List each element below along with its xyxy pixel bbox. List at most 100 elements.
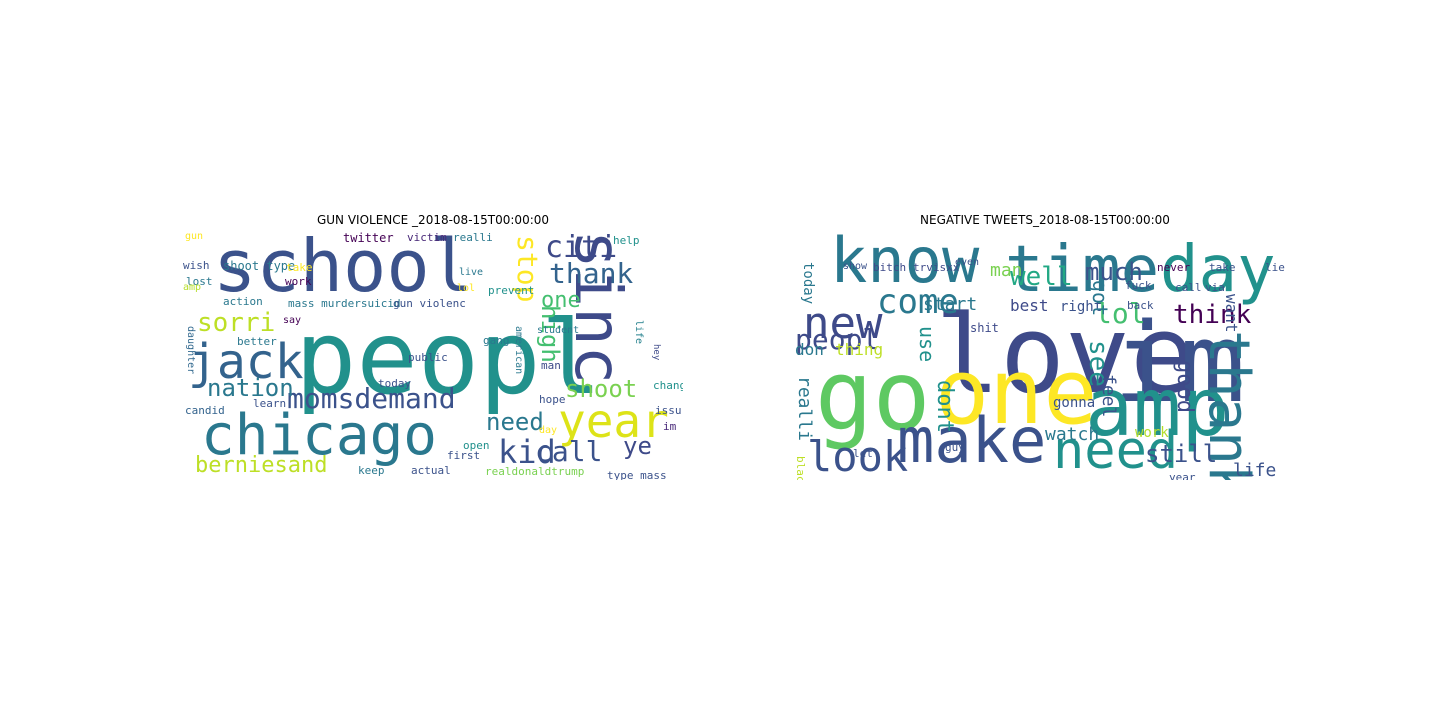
word: victim bbox=[407, 231, 447, 244]
word: work bbox=[285, 275, 312, 288]
word: fuck bbox=[1125, 279, 1152, 292]
word: student bbox=[537, 325, 580, 336]
word: first bbox=[447, 449, 481, 462]
word: type mass bbox=[607, 469, 667, 480]
word: year bbox=[1169, 471, 1196, 480]
word: berniesand bbox=[195, 453, 328, 478]
word: im bbox=[1113, 299, 1246, 427]
word: love bbox=[935, 293, 1196, 418]
word: day bbox=[1160, 233, 1276, 307]
word: keep bbox=[358, 464, 385, 477]
word: kid bbox=[498, 433, 556, 471]
word: ye bbox=[623, 432, 652, 460]
word: realli bbox=[453, 231, 493, 244]
word: best bbox=[1010, 296, 1049, 315]
word: shoot bbox=[565, 375, 638, 403]
word: man bbox=[990, 260, 1023, 281]
word: need bbox=[486, 408, 544, 436]
word: today bbox=[800, 262, 816, 305]
word: realli bbox=[795, 376, 815, 442]
word: feel bbox=[1098, 374, 1119, 418]
word: jack bbox=[188, 334, 304, 390]
word: take bbox=[1209, 261, 1236, 274]
word: better bbox=[237, 335, 277, 348]
word: issu bbox=[655, 404, 682, 417]
word: lost bbox=[186, 275, 213, 288]
word: never bbox=[1157, 261, 1191, 274]
word: don bbox=[795, 340, 824, 359]
word: via bbox=[1205, 281, 1225, 294]
word: go bbox=[815, 340, 931, 452]
word: right bbox=[1060, 299, 1103, 315]
word: learn bbox=[253, 397, 287, 410]
word: got bbox=[1088, 280, 1112, 317]
word: daughter bbox=[185, 326, 196, 375]
word: gonna bbox=[1053, 395, 1096, 411]
word: trvisxx bbox=[913, 261, 960, 274]
word: know bbox=[830, 230, 980, 297]
word: thank bbox=[549, 257, 634, 290]
word: let bbox=[853, 447, 873, 460]
word: much bbox=[1085, 258, 1143, 286]
wordcloud-title-gun-violence: GUN VIOLENCE _2018-08-15T00:00:00 bbox=[316, 213, 550, 227]
word: even bbox=[955, 257, 980, 268]
word: life bbox=[633, 320, 644, 345]
word: hope bbox=[539, 393, 566, 406]
word: lie bbox=[1265, 261, 1285, 274]
word: im bbox=[663, 420, 677, 433]
word: sorri bbox=[197, 308, 276, 338]
word: one bbox=[935, 340, 1098, 445]
word: think bbox=[1173, 300, 1252, 330]
word: live bbox=[459, 267, 484, 278]
word: one bbox=[541, 288, 581, 313]
word: show bbox=[843, 261, 868, 272]
word: candid bbox=[185, 404, 225, 417]
word: school bbox=[213, 230, 474, 308]
word: chicago bbox=[201, 403, 438, 468]
word: dont bbox=[932, 380, 957, 433]
word: man bbox=[541, 359, 561, 372]
wordcloud-title-negative-tweets: NEGATIVE TWEETS_2018-08-15T00:00:00 bbox=[920, 213, 1170, 227]
word: chang bbox=[653, 379, 683, 392]
word: good bbox=[1172, 360, 1197, 413]
word: mass murdersuicid bbox=[288, 297, 401, 310]
wordcloud-gun-violence: peopl school chicago sinc year jack momsdemand… bbox=[183, 230, 683, 480]
word: day bbox=[539, 425, 558, 436]
word: make bbox=[897, 404, 1047, 477]
word: amp bbox=[183, 282, 202, 293]
word: wish bbox=[183, 259, 210, 272]
word: call bbox=[535, 435, 603, 468]
word: call bbox=[1175, 281, 1202, 294]
word: use bbox=[915, 326, 939, 363]
wordcloud-negative-tweets: love go one im amp time day know make new look need… bbox=[795, 230, 1295, 480]
word: time bbox=[1005, 233, 1160, 307]
word: guy bbox=[945, 441, 965, 454]
word: hey bbox=[651, 344, 661, 361]
word: look bbox=[807, 432, 909, 480]
word: public bbox=[408, 351, 448, 364]
word: shoot type bbox=[223, 259, 296, 273]
word: action bbox=[223, 295, 263, 308]
word: work bbox=[1135, 425, 1169, 441]
word: need bbox=[1053, 421, 1179, 480]
word: prevent bbox=[488, 284, 535, 297]
word: well bbox=[1010, 262, 1073, 292]
word: gang bbox=[483, 334, 510, 347]
word: amp bbox=[1085, 361, 1230, 454]
word: lol bbox=[457, 283, 476, 294]
word: start bbox=[923, 294, 978, 315]
word: shit bbox=[970, 321, 999, 335]
word: bitch bbox=[873, 261, 907, 274]
word: help bbox=[613, 234, 640, 247]
word: still bbox=[1145, 440, 1218, 468]
word: realdonaldtrump bbox=[485, 465, 585, 478]
word: twitter bbox=[343, 231, 394, 245]
word: today bbox=[378, 377, 412, 390]
word: actual bbox=[411, 464, 451, 477]
word: back bbox=[1127, 299, 1154, 312]
word: take bbox=[286, 261, 313, 274]
word: lol bbox=[1095, 297, 1146, 330]
word: black bbox=[795, 456, 807, 480]
word: citi bbox=[545, 230, 618, 265]
word: come bbox=[877, 282, 959, 322]
